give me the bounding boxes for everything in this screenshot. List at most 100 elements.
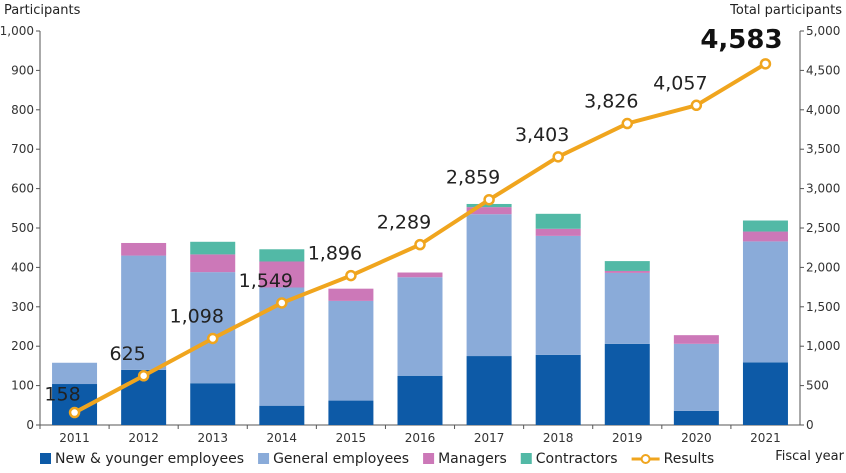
right-tick-label: 3,500	[806, 142, 840, 156]
bar-segment-managers	[328, 288, 374, 301]
x-axis-title: Fiscal year	[775, 449, 844, 464]
left-tick-label: 700	[11, 142, 34, 156]
bar-segment-managers	[397, 272, 443, 278]
bar-segment-managers	[121, 242, 167, 256]
bar-segment-managers	[535, 228, 581, 236]
bar-segment-contractors	[466, 203, 512, 208]
bar-segment-general	[466, 214, 512, 357]
results-point	[68, 406, 81, 419]
bar-segment-new-younger	[535, 354, 581, 425]
left-tick-label: 800	[11, 103, 34, 117]
bar-segment-general	[397, 277, 443, 376]
results-label: 3,403	[515, 124, 569, 146]
x-tick-label: 2013	[197, 431, 228, 445]
results-label: 1,896	[308, 243, 362, 265]
left-tick-label: 1,000	[0, 24, 34, 38]
bar-segment-new-younger	[190, 383, 236, 425]
x-tick-label: 2018	[543, 431, 574, 445]
bar-segment-new-younger	[328, 400, 374, 425]
bar-segment-general	[673, 343, 719, 411]
x-tick-label: 2011	[59, 431, 90, 445]
results-label: 158	[44, 384, 80, 406]
results-point	[759, 58, 772, 70]
legend-label: Managers	[438, 451, 507, 467]
results-label: 4,057	[653, 72, 707, 94]
right-axis-title: Total participants	[729, 3, 842, 18]
left-tick-label: 200	[11, 339, 34, 353]
x-tick-label: 2017	[474, 431, 505, 445]
results-point	[621, 117, 634, 130]
results-point	[276, 297, 288, 309]
bar-segment-contractors	[742, 220, 788, 232]
legend-swatch	[40, 453, 51, 464]
results-label: 1,549	[239, 270, 293, 292]
left-tick-label: 600	[11, 182, 34, 196]
right-tick-label: 4,000	[806, 103, 840, 117]
right-tick-label: 5,000	[806, 24, 840, 38]
legend-swatch	[423, 453, 435, 464]
left-tick-label: 100	[11, 379, 34, 393]
legend-swatch	[520, 453, 532, 464]
results-point	[552, 151, 564, 163]
bar-segment-contractors	[259, 249, 305, 262]
right-tick-label: 4,500	[806, 63, 840, 77]
bar-segment-general	[328, 300, 374, 401]
results-point	[690, 99, 703, 112]
results-point	[206, 332, 219, 345]
results-point	[137, 370, 150, 382]
x-tick-label: 2012	[128, 431, 159, 445]
legend-label: General employees	[273, 451, 409, 467]
x-tick-label: 2016	[405, 431, 436, 445]
left-tick-label: 0	[26, 418, 34, 432]
right-tick-label: 2,000	[806, 260, 840, 274]
right-tick-label: 1,000	[806, 339, 840, 353]
x-tick-label: 2021	[750, 431, 781, 445]
bar-segment-general	[190, 272, 236, 384]
left-tick-label: 500	[11, 221, 34, 235]
bar-segment-contractors	[604, 261, 650, 271]
bar-segment-managers	[190, 254, 236, 273]
results-point	[483, 193, 495, 206]
results-label: 625	[110, 343, 146, 365]
right-tick-label: 1,500	[806, 300, 840, 314]
x-tick-label: 2020	[681, 431, 712, 445]
legend-label: Results	[664, 451, 715, 467]
bar-segment-general	[535, 235, 581, 355]
right-tick-label: 500	[806, 379, 829, 393]
x-tick-label: 2019	[612, 431, 643, 445]
legend-label: Contractors	[536, 451, 618, 467]
results-label: 3,826	[584, 91, 638, 113]
legend-swatch	[258, 453, 270, 464]
x-tick-label: 2015	[336, 431, 367, 445]
bar-segment-new-younger	[742, 362, 788, 425]
bar-segment-general	[52, 362, 98, 385]
bar-segment-general	[604, 272, 650, 344]
bar-segment-new-younger	[673, 410, 719, 425]
results-label: 2,859	[446, 167, 500, 189]
left-tick-label: 400	[11, 260, 34, 274]
legend-marker	[640, 454, 651, 464]
bar-segment-new-younger	[604, 343, 650, 425]
left-tick-label: 900	[11, 63, 34, 77]
right-tick-label: 2,500	[806, 221, 840, 235]
x-tick-label: 2014	[267, 431, 298, 445]
bar-segment-contractors	[535, 213, 581, 229]
bar-segment-general	[742, 241, 788, 363]
bar-segment-new-younger	[259, 405, 305, 425]
bar-segment-new-younger	[397, 375, 443, 425]
results-label: 2,289	[377, 212, 431, 234]
left-tick-label: 300	[11, 300, 34, 314]
bar-segment-managers	[604, 270, 650, 273]
results-point	[414, 238, 426, 251]
results-label: 1,098	[170, 305, 224, 327]
bar-segment-managers	[742, 231, 788, 242]
results-point	[345, 269, 357, 282]
results-label: 4,583	[700, 25, 782, 55]
right-tick-label: 0	[806, 418, 814, 432]
bar-segment-contractors	[190, 241, 236, 255]
left-axis-title: Participants	[4, 3, 81, 18]
bar-segment-new-younger	[466, 356, 512, 425]
bar-segment-managers	[673, 335, 719, 344]
right-tick-label: 3,000	[806, 182, 840, 196]
